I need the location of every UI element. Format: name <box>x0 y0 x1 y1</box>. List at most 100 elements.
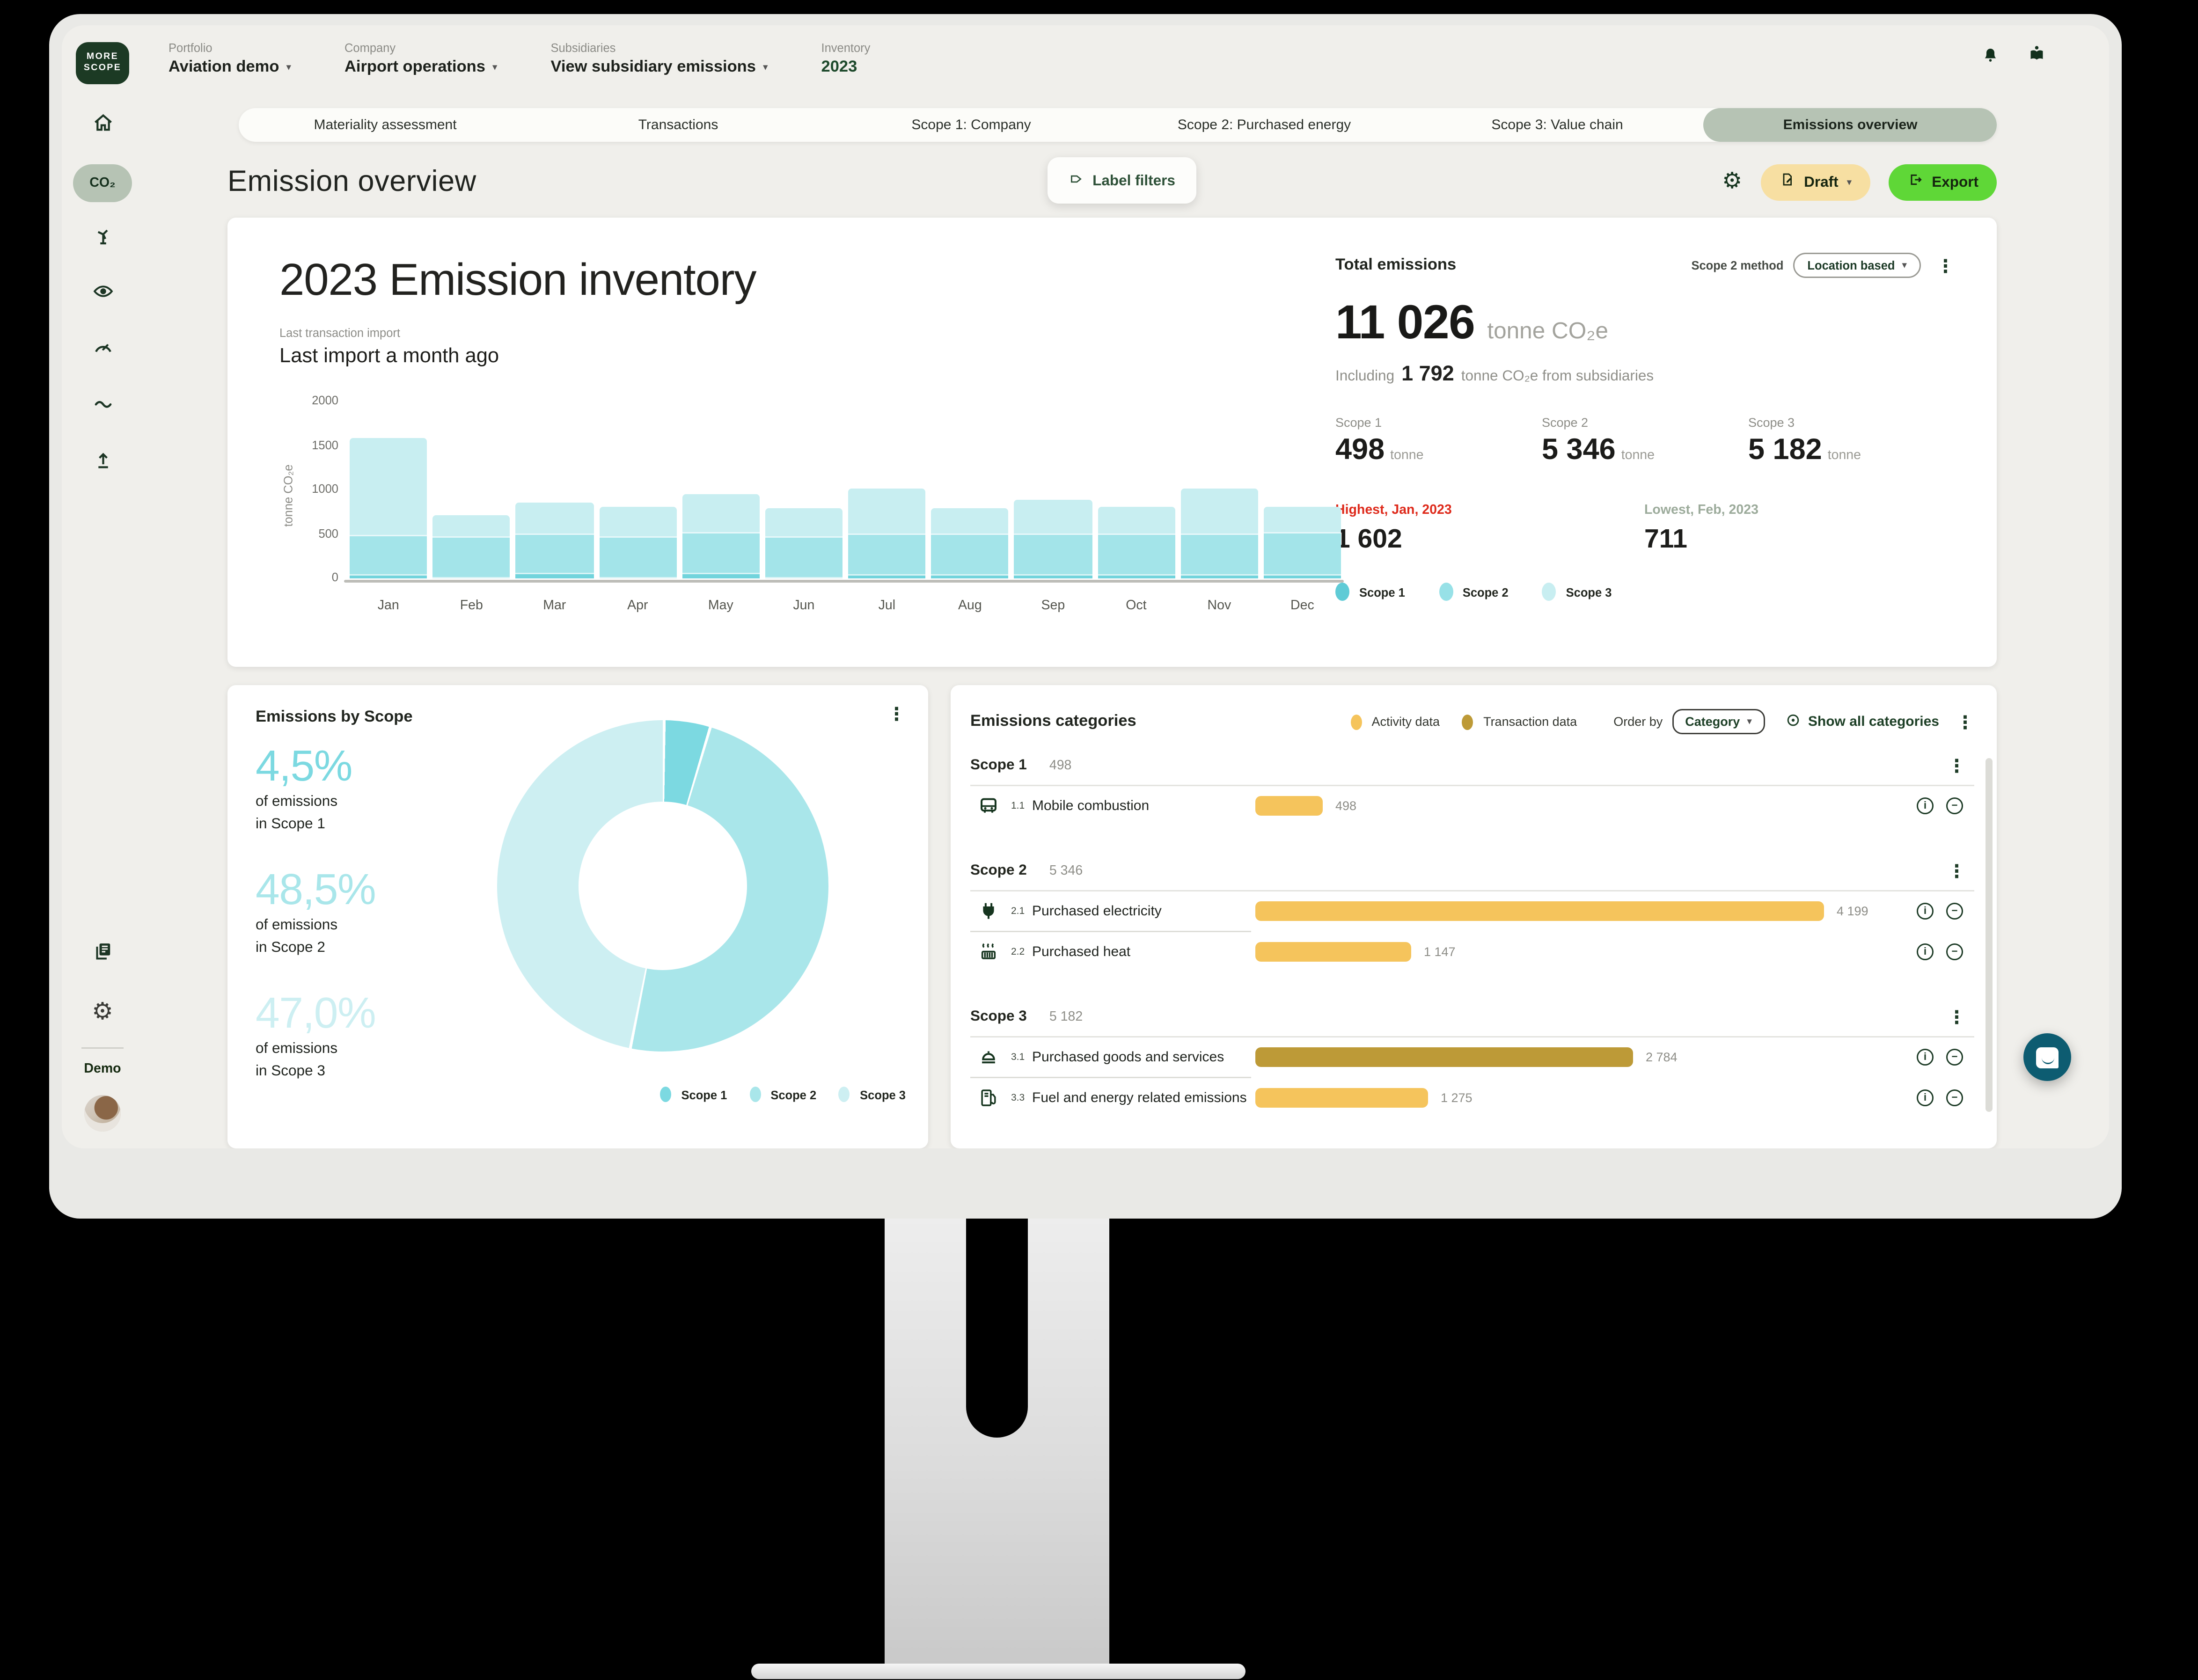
exclude-minus-icon[interactable]: − <box>1946 1049 1963 1066</box>
tab-scope-2-purchased-energy[interactable]: Scope 2: Purchased energy <box>1177 117 1351 133</box>
tab-scope-1-company[interactable]: Scope 1: Company <box>911 117 1031 133</box>
chat-launcher-button[interactable] <box>2023 1033 2071 1081</box>
learn-book-icon[interactable] <box>2026 44 2047 72</box>
nav-company[interactable]: Company Airport operations ▾ <box>344 40 498 75</box>
tab-scope-3-value-chain[interactable]: Scope 3: Value chain <box>1491 117 1623 133</box>
bar-segment-scope-1[interactable] <box>765 577 843 579</box>
bar-segment-scope-3[interactable] <box>682 495 760 533</box>
scrollbar[interactable] <box>1986 758 1993 1112</box>
info-icon[interactable]: i <box>1917 1089 1934 1107</box>
bar-segment-scope-3[interactable] <box>599 507 677 537</box>
bar-segment-scope-1[interactable] <box>516 573 593 579</box>
label-filters-button[interactable]: Label filters <box>1048 157 1196 204</box>
bar-segment-scope-3[interactable] <box>350 438 427 536</box>
bar-segment-scope-1[interactable] <box>350 575 427 579</box>
bar-jun[interactable] <box>765 509 843 579</box>
bar-aug[interactable] <box>931 509 1009 579</box>
group-menu-icon[interactable]: ⋮ <box>1948 754 1966 776</box>
bar-segment-scope-2[interactable] <box>848 534 926 575</box>
bar-jul[interactable] <box>848 489 926 579</box>
by-scope-menu-icon[interactable]: ⋮ <box>887 703 906 725</box>
show-all-categories-button[interactable]: Show all categories <box>1784 711 1939 732</box>
bar-sep[interactable] <box>1014 500 1092 579</box>
bar-segment-scope-1[interactable] <box>1263 575 1341 579</box>
exclude-minus-icon[interactable]: − <box>1946 1089 1963 1107</box>
sidebar-item-emissions[interactable]: CO₂ <box>73 154 132 211</box>
tab-emissions-overview[interactable]: Emissions overview <box>1704 108 1997 142</box>
order-by-select[interactable]: Category ▾ <box>1672 709 1765 735</box>
export-button[interactable]: Export <box>1888 164 1997 201</box>
total-emissions-menu-icon[interactable]: ⋮ <box>1936 255 1955 277</box>
exclude-minus-icon[interactable]: − <box>1946 903 1963 920</box>
bar-segment-scope-2[interactable] <box>432 537 511 578</box>
avatar[interactable] <box>84 1095 121 1132</box>
sidebar-item-settings[interactable]: ⚙ <box>92 983 113 1039</box>
bar-segment-scope-2[interactable] <box>516 534 593 574</box>
category-row-2-2[interactable]: 2.2 Purchased heat 1 147 i − <box>970 932 1974 971</box>
bar-segment-scope-3[interactable] <box>931 509 1009 534</box>
bar-segment-scope-1[interactable] <box>1180 575 1258 579</box>
bar-segment-scope-3[interactable] <box>1097 507 1175 534</box>
notifications-bell-icon[interactable] <box>1980 44 2001 72</box>
sidebar-item-upload[interactable] <box>91 435 115 491</box>
bar-may[interactable] <box>682 495 760 579</box>
bar-dec[interactable] <box>1263 507 1341 579</box>
category-row-2-1[interactable]: 2.1 Purchased electricity 4 199 i − <box>970 891 1974 931</box>
bar-segment-scope-3[interactable] <box>516 503 593 534</box>
categories-menu-icon[interactable]: ⋮ <box>1956 711 1974 732</box>
bar-segment-scope-1[interactable] <box>931 575 1009 579</box>
bar-apr[interactable] <box>599 507 677 579</box>
category-row-1-1[interactable]: 1.1 Mobile combustion 498 i − <box>970 786 1974 825</box>
scope2-method-select[interactable]: Location based ▾ <box>1793 253 1921 279</box>
sidebar-item-energy[interactable] <box>91 211 115 267</box>
bar-mar[interactable] <box>516 503 593 579</box>
draft-status-button[interactable]: Draft ▾ <box>1760 164 1870 201</box>
exclude-minus-icon[interactable]: − <box>1946 943 1963 961</box>
bar-segment-scope-1[interactable] <box>432 577 511 579</box>
sidebar-item-trends[interactable] <box>91 379 115 435</box>
sidebar-item-performance[interactable] <box>91 323 115 379</box>
group-menu-icon[interactable]: ⋮ <box>1948 1006 1966 1027</box>
bar-segment-scope-1[interactable] <box>1097 575 1175 579</box>
bar-segment-scope-1[interactable] <box>599 577 677 579</box>
bar-jan[interactable] <box>350 438 427 579</box>
bar-segment-scope-3[interactable] <box>432 516 511 537</box>
info-icon[interactable]: i <box>1917 943 1934 961</box>
info-icon[interactable]: i <box>1917 797 1934 815</box>
category-row-3-3[interactable]: 3.3 Fuel and energy related emissions 1 … <box>970 1078 1974 1118</box>
sidebar-item-home[interactable] <box>91 98 115 154</box>
bar-nov[interactable] <box>1180 489 1258 579</box>
tab-materiality-assessment[interactable]: Materiality assessment <box>314 117 457 133</box>
demo-badge[interactable]: Demo <box>84 1061 121 1077</box>
settings-gear-icon[interactable]: ⚙ <box>1722 169 1743 194</box>
bar-segment-scope-3[interactable] <box>1014 500 1092 534</box>
exclude-minus-icon[interactable]: − <box>1946 797 1963 815</box>
bar-oct[interactable] <box>1097 507 1175 579</box>
morescope-logo[interactable]: MORE SCOPE <box>76 42 129 84</box>
bar-feb[interactable] <box>432 516 511 579</box>
bar-segment-scope-3[interactable] <box>1263 507 1341 533</box>
bar-segment-scope-3[interactable] <box>765 509 843 537</box>
bar-segment-scope-1[interactable] <box>848 575 926 579</box>
sidebar-item-reports[interactable] <box>91 927 115 983</box>
bar-segment-scope-3[interactable] <box>848 489 926 534</box>
bar-segment-scope-1[interactable] <box>1014 575 1092 579</box>
info-icon[interactable]: i <box>1917 1049 1934 1066</box>
bar-segment-scope-3[interactable] <box>1180 489 1258 534</box>
bar-segment-scope-2[interactable] <box>682 533 760 574</box>
bar-segment-scope-2[interactable] <box>1014 534 1092 575</box>
category-row-3-1[interactable]: 3.1 Purchased goods and services 2 784 i… <box>970 1037 1974 1077</box>
bar-segment-scope-2[interactable] <box>1097 534 1175 575</box>
bar-segment-scope-2[interactable] <box>931 534 1009 575</box>
info-icon[interactable]: i <box>1917 903 1934 920</box>
group-menu-icon[interactable]: ⋮ <box>1948 860 1966 881</box>
bar-segment-scope-2[interactable] <box>1263 533 1341 575</box>
nav-subsidiaries[interactable]: Subsidiaries View subsidiary emissions ▾ <box>550 40 768 75</box>
sidebar-item-overview[interactable] <box>91 267 115 323</box>
bar-segment-scope-1[interactable] <box>682 573 760 579</box>
bar-segment-scope-2[interactable] <box>599 537 677 578</box>
tab-transactions[interactable]: Transactions <box>638 117 718 133</box>
bar-segment-scope-2[interactable] <box>350 535 427 575</box>
bar-segment-scope-2[interactable] <box>765 537 843 578</box>
nav-portfolio[interactable]: Portfolio Aviation demo ▾ <box>169 40 291 75</box>
